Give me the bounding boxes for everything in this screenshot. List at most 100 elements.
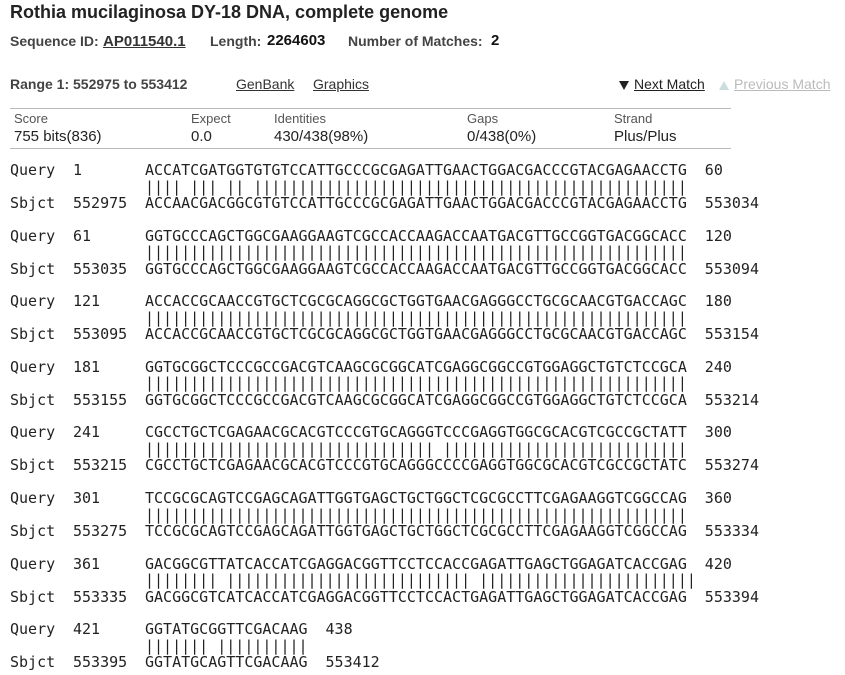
stat-header: Gaps	[467, 111, 499, 126]
stat-header: Score	[14, 111, 48, 126]
label: Number of Matches:	[348, 33, 483, 49]
query-end: 240	[704, 357, 732, 376]
sbjct-start: 553275	[73, 522, 128, 540]
stat-header: Expect	[191, 111, 231, 126]
sbjct-label: Sbjct	[10, 587, 56, 606]
match-line: ||||||| ||||||||||	[145, 636, 308, 655]
query-start: 361	[73, 554, 101, 573]
sbjct-end: 553334	[704, 522, 759, 540]
sbjct-end: 553412	[325, 653, 380, 672]
match-line: |||| ||| || ||||||||||||||||||||||||||||…	[145, 177, 687, 196]
previous-match-link: Previous Match	[734, 76, 831, 92]
match-line: |||||||||||||||||||||||||||||||| |||||||…	[145, 439, 696, 458]
sbjct-label: Sbjct	[10, 456, 56, 475]
query-end: 120	[704, 226, 732, 245]
sbjct-end: 553214	[704, 390, 759, 409]
stat-value: 0.0	[191, 128, 212, 145]
sbjct-start: 553155	[73, 390, 128, 409]
sbjct-label: Sbjct	[10, 194, 56, 212]
sbjct-start: 553035	[73, 259, 128, 278]
query-end: 360	[704, 489, 732, 507]
stat-value: 430/438(98%)	[274, 128, 369, 145]
sbjct-end: 553034	[704, 194, 759, 212]
sbjct-label: Sbjct	[10, 325, 56, 344]
query-sequence: GGTGCGGCTCCCGCCGACGTCAAGCGCGGCATCGAGGCGG…	[145, 357, 687, 376]
sbjct-sequence: ACCACCGCAACCGTGCTCGCGCAGGCGCTGGTGAACGAGG…	[145, 325, 687, 344]
stat-value: 755 bits(836)	[14, 128, 102, 145]
matches: 2	[491, 32, 499, 49]
match-line: ||||||||||||||||||||||||||||||||||||||||…	[145, 243, 687, 262]
sbjct-start: 553215	[73, 456, 128, 475]
query-start: 301	[73, 489, 101, 507]
sbjct-sequence: ACCAACGACGGCGTGTCCATTGCCCGCGAGATTGAACTGG…	[145, 194, 687, 212]
sbjct-start: 553335	[73, 587, 128, 606]
match-line: ||||||||||||||||||||||||||||||||||||||||…	[145, 505, 687, 524]
sequence-id-label: Sequence ID:	[10, 33, 99, 49]
range: Range 1: 552975 to 553412	[10, 76, 188, 92]
query-sequence: GACGGCGTTATCACCATCGAGGACGGTTCCTCCACCGAGA…	[145, 554, 687, 573]
query-start: 1	[73, 161, 83, 179]
sbjct-start: 552975	[73, 194, 128, 212]
query-label: Query	[10, 423, 56, 442]
down-arrow	[619, 81, 629, 90]
query-sequence: ACCATCGATGGTGTGTCCATTGCCCGCGAGATTGAACTGG…	[145, 161, 687, 179]
page-title: Rothia mucilaginosa DY-18 DNA, complete …	[10, 2, 449, 22]
query-label: Query	[10, 226, 56, 245]
value: 2264603	[267, 32, 326, 49]
label: Sequence ID:	[10, 33, 99, 49]
sbjct-end: 553154	[704, 325, 759, 344]
match-line: |||||||| ||||||||||||||||||||||||||| |||…	[145, 571, 696, 590]
query-start: 61	[73, 226, 92, 245]
query-label: Query	[10, 292, 56, 311]
query-end: 420	[704, 554, 732, 573]
up-arrow	[719, 81, 729, 90]
graphics-link[interactable]: Graphics	[313, 76, 370, 92]
sbjct-sequence: GGTGCGGCTCCCGCCGACGTCAAGCGCGGCATCGAGGCGG…	[145, 390, 687, 409]
sbjct-sequence: TCCGCGCAGTCCGAGCAGATTGGTGAGCTGCTGGCTCGCG…	[145, 522, 687, 540]
sbjct-sequence: GGTATGCAGTTCGACAAG	[145, 653, 308, 672]
query-label: Query	[10, 554, 56, 573]
query-end: 438	[325, 620, 353, 639]
length: 2264603	[267, 32, 325, 49]
matches-label: Number of Matches:	[348, 33, 483, 49]
query-end: 300	[704, 423, 732, 442]
sbjct-start: 553395	[73, 653, 128, 672]
sbjct-sequence: GACGGCGTCATCACCATCGAGGACGGTTCCTCCACTGAGA…	[145, 587, 687, 606]
sbjct-sequence: GGTGCCCAGCTGGCGAAGGAAGTCGCCACCAAGACCAATG…	[145, 259, 687, 278]
query-start: 421	[73, 620, 101, 639]
sbjct-start: 553095	[73, 325, 128, 344]
query-sequence: TCCGCGCAGTCCGAGCAGATTGGTGAGCTGCTGGCTCGCG…	[145, 489, 687, 507]
next-match-link[interactable]: Next Match	[634, 76, 705, 92]
sbjct-label: Sbjct	[10, 390, 56, 409]
sbjct-label: Sbjct	[10, 522, 56, 540]
query-label: Query	[10, 161, 56, 179]
sequence-id[interactable]: AP011540.1	[103, 33, 186, 50]
value: 2	[491, 32, 500, 49]
sbjct-sequence: CGCCTGCTCGAGAACGCACGTCCCGTGCAGGGCCCCGAGG…	[145, 456, 687, 475]
sbjct-label: Sbjct	[10, 259, 56, 278]
divider	[10, 108, 731, 109]
match-line: ||||||||||||||||||||||||||||||||||||||||…	[145, 374, 687, 393]
query-start: 121	[73, 292, 101, 311]
query-label: Query	[10, 489, 56, 507]
sbjct-end: 553094	[704, 259, 759, 278]
divider	[10, 148, 731, 149]
sbjct-end: 553274	[704, 456, 759, 475]
stat-value: 0/438(0%)	[467, 128, 537, 145]
query-start: 181	[73, 357, 101, 376]
query-label: Query	[10, 620, 56, 639]
query-sequence: ACCACCGCAACCGTGCTCGCGCAGGCGCTGGTGAACGAGG…	[145, 292, 687, 311]
stat-header: Identities	[274, 111, 327, 126]
query-sequence: GGTGCCCAGCTGGCGAAGGAAGTCGCCACCAAGACCAATG…	[145, 226, 687, 245]
query-sequence: CGCCTGCTCGAGAACGCACGTCCCGTGCAGGGTCCCGAGG…	[145, 423, 687, 442]
label: Length:	[210, 33, 262, 49]
sbjct-end: 553394	[704, 587, 759, 606]
length-label: Length:	[210, 33, 261, 49]
query-start: 241	[73, 423, 101, 442]
query-end: 180	[704, 292, 732, 311]
stat-header: Strand	[614, 111, 653, 126]
genbank-link[interactable]: GenBank	[236, 76, 295, 92]
sequence-id-link[interactable]: AP011540.1	[103, 33, 186, 50]
query-end: 60	[704, 161, 723, 179]
